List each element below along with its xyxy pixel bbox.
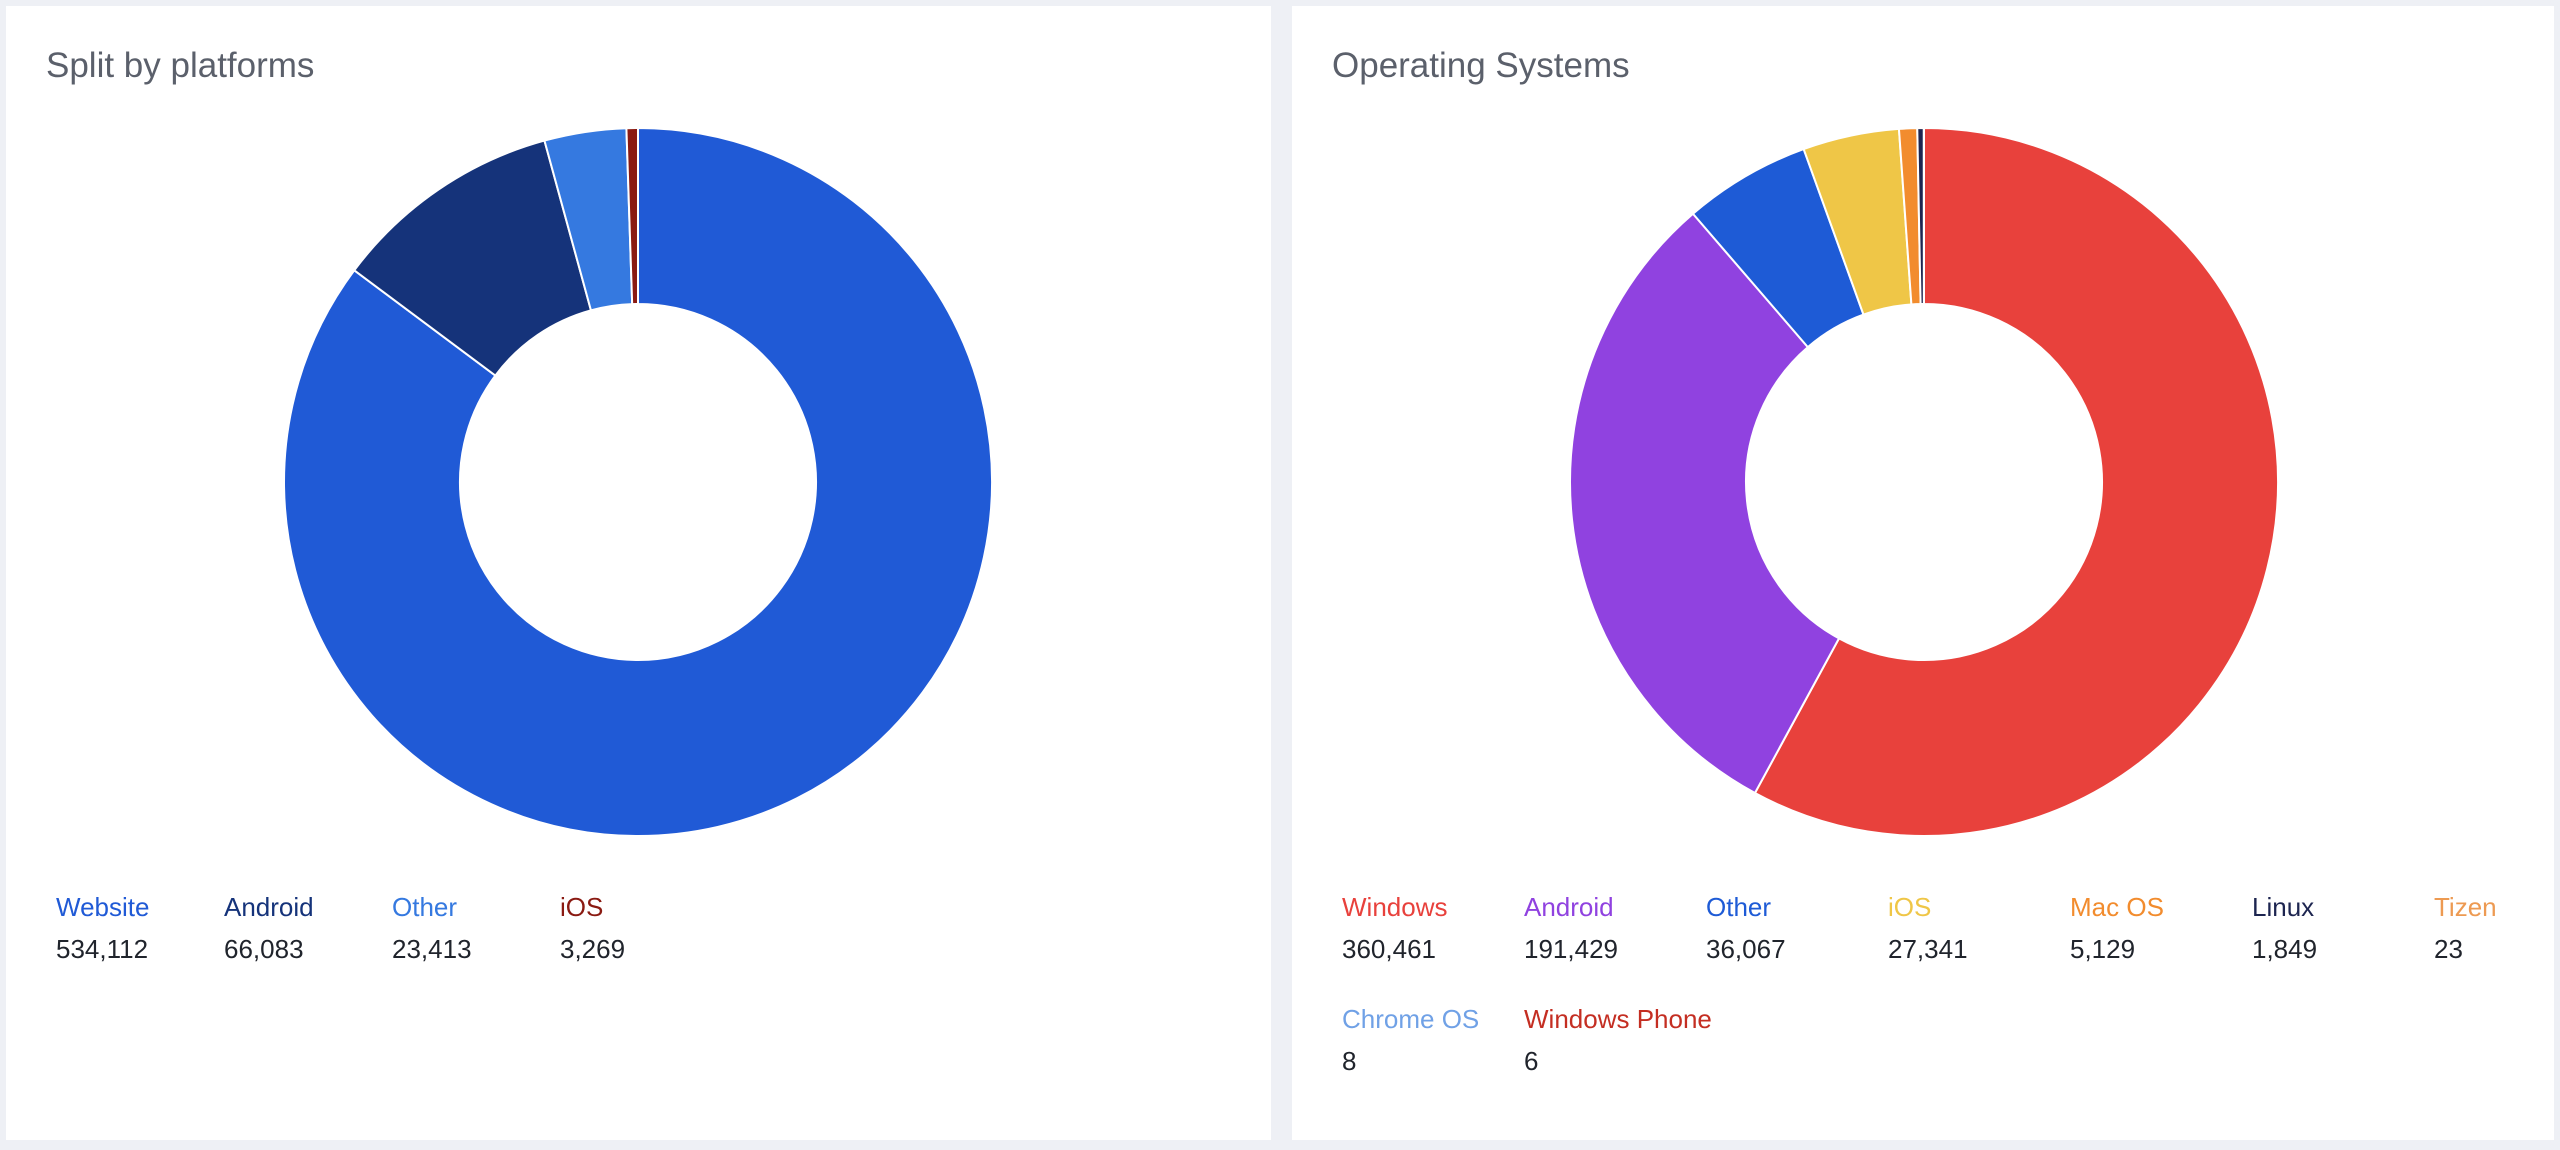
legend-value: 23 bbox=[2434, 934, 2463, 964]
panel-title: Split by platforms bbox=[46, 46, 315, 85]
legend-value: 1,849 bbox=[2252, 934, 2318, 964]
legend-label: Windows bbox=[1342, 892, 1448, 922]
legend-label: Mac OS bbox=[2070, 892, 2164, 922]
legend-item-mac-os[interactable]: Mac OS 5,129 bbox=[2070, 890, 2164, 966]
panel-title: Operating Systems bbox=[1332, 46, 1630, 85]
legend-item-windows[interactable]: Windows 360,461 bbox=[1342, 890, 1447, 966]
legend-value: 8 bbox=[1342, 1046, 1357, 1076]
legend-label: iOS bbox=[1888, 892, 1932, 922]
slice-windows[interactable] bbox=[1753, 127, 2279, 837]
legend-value: 3,269 bbox=[560, 934, 626, 964]
legend-value: 5,129 bbox=[2070, 934, 2136, 964]
slice-ios[interactable] bbox=[625, 127, 639, 306]
platforms-panel: Split by platforms Website 534,112 Android… bbox=[6, 6, 1271, 1140]
legend-item-ios[interactable]: iOS 3,269 bbox=[560, 890, 625, 966]
legend-value: 66,083 bbox=[224, 934, 304, 964]
legend-item-website[interactable]: Website 534,112 bbox=[56, 890, 149, 966]
legend-label: Linux bbox=[2252, 892, 2315, 922]
os-panel: Operating Systems Windows 360,461 Android 1… bbox=[1292, 6, 2554, 1140]
legend-value: 360,461 bbox=[1342, 934, 1436, 964]
platforms-donut-chart bbox=[283, 127, 993, 837]
legend-item-linux[interactable]: Linux 1,849 bbox=[2252, 890, 2317, 966]
legend-item-other[interactable]: Other 36,067 bbox=[1706, 890, 1786, 966]
slice-android[interactable] bbox=[1569, 212, 1841, 795]
legend-label: Windows Phone bbox=[1524, 1004, 1712, 1034]
legend-value: 6 bbox=[1524, 1046, 1539, 1076]
legend-item-chrome-os[interactable]: Chrome OS 8 bbox=[1342, 1002, 1479, 1078]
legend-label: Android bbox=[224, 892, 314, 922]
os-donut-chart bbox=[1569, 126, 2279, 837]
legend-label: Android bbox=[1524, 892, 1614, 922]
legend-value: 534,112 bbox=[56, 934, 149, 964]
legend-value: 27,341 bbox=[1888, 934, 1968, 964]
legend-item-ios[interactable]: iOS 27,341 bbox=[1888, 890, 1968, 966]
legend-item-windows-phone[interactable]: Windows Phone 6 bbox=[1524, 1002, 1712, 1078]
legend-label: Chrome OS bbox=[1342, 1004, 1480, 1034]
legend-label: Other bbox=[392, 892, 458, 922]
legend-item-other[interactable]: Other 23,413 bbox=[392, 890, 472, 966]
legend-label: Other bbox=[1706, 892, 1772, 922]
legend-label: Tizen bbox=[2434, 892, 2497, 922]
legend-item-tizen[interactable]: Tizen 23 bbox=[2434, 890, 2497, 966]
legend-label: Website bbox=[56, 892, 150, 922]
legend-item-android[interactable]: Android 66,083 bbox=[224, 890, 314, 966]
slice-website[interactable] bbox=[283, 127, 993, 837]
legend-value: 36,067 bbox=[1706, 934, 1786, 964]
legend-value: 23,413 bbox=[392, 934, 472, 964]
legend-value: 191,429 bbox=[1524, 934, 1618, 964]
legend-label: iOS bbox=[560, 892, 604, 922]
legend-item-android[interactable]: Android 191,429 bbox=[1524, 890, 1618, 966]
